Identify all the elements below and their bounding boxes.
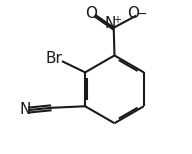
- Text: +: +: [113, 15, 121, 25]
- Text: O: O: [85, 6, 97, 21]
- Text: Br: Br: [45, 51, 62, 66]
- Text: N: N: [104, 16, 116, 31]
- Text: O: O: [127, 6, 139, 21]
- Text: −: −: [137, 8, 147, 21]
- Text: N: N: [20, 102, 31, 117]
